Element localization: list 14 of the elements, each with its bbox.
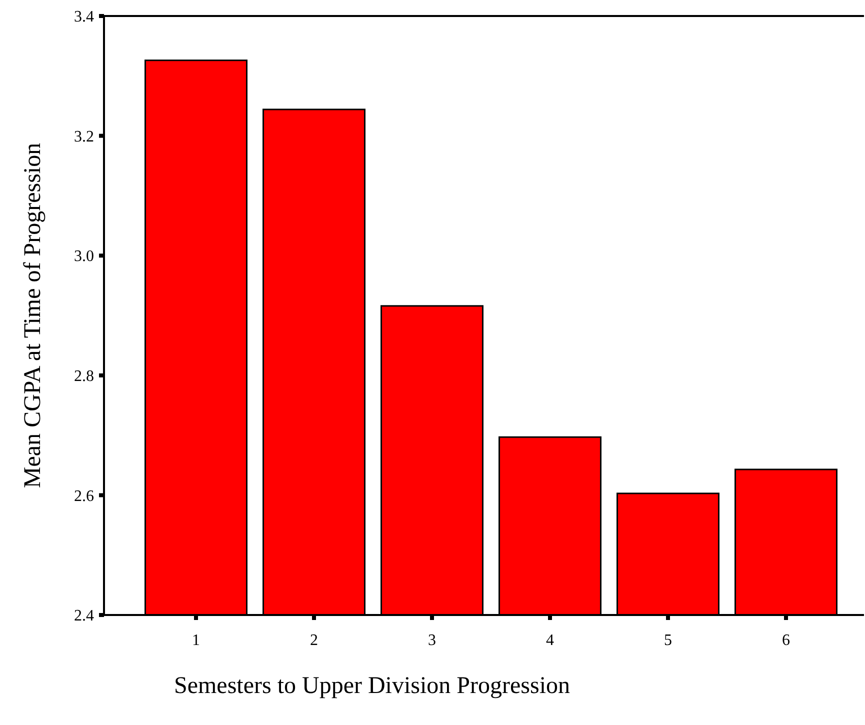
- y-tick-label: 2.4: [74, 608, 94, 625]
- x-tick-label: 3: [428, 632, 436, 649]
- x-axis-title: Semesters to Upper Division Progression: [174, 673, 570, 699]
- x-tick-label: 6: [782, 632, 790, 649]
- x-tick-label: 5: [664, 632, 672, 649]
- y-axis-title: Mean CGPA at Time of Progression: [20, 142, 46, 488]
- x-tick-label: 4: [546, 632, 554, 649]
- y-tick-label: 3.4: [74, 8, 94, 26]
- y-tick-label: 3.0: [74, 248, 94, 266]
- y-tick-label: 3.2: [74, 128, 94, 146]
- y-tick-label: 2.6: [74, 488, 94, 505]
- x-tick-label: 1: [192, 632, 200, 649]
- y-tick-label: 2.8: [74, 368, 94, 385]
- x-tick-label: 2: [310, 632, 318, 649]
